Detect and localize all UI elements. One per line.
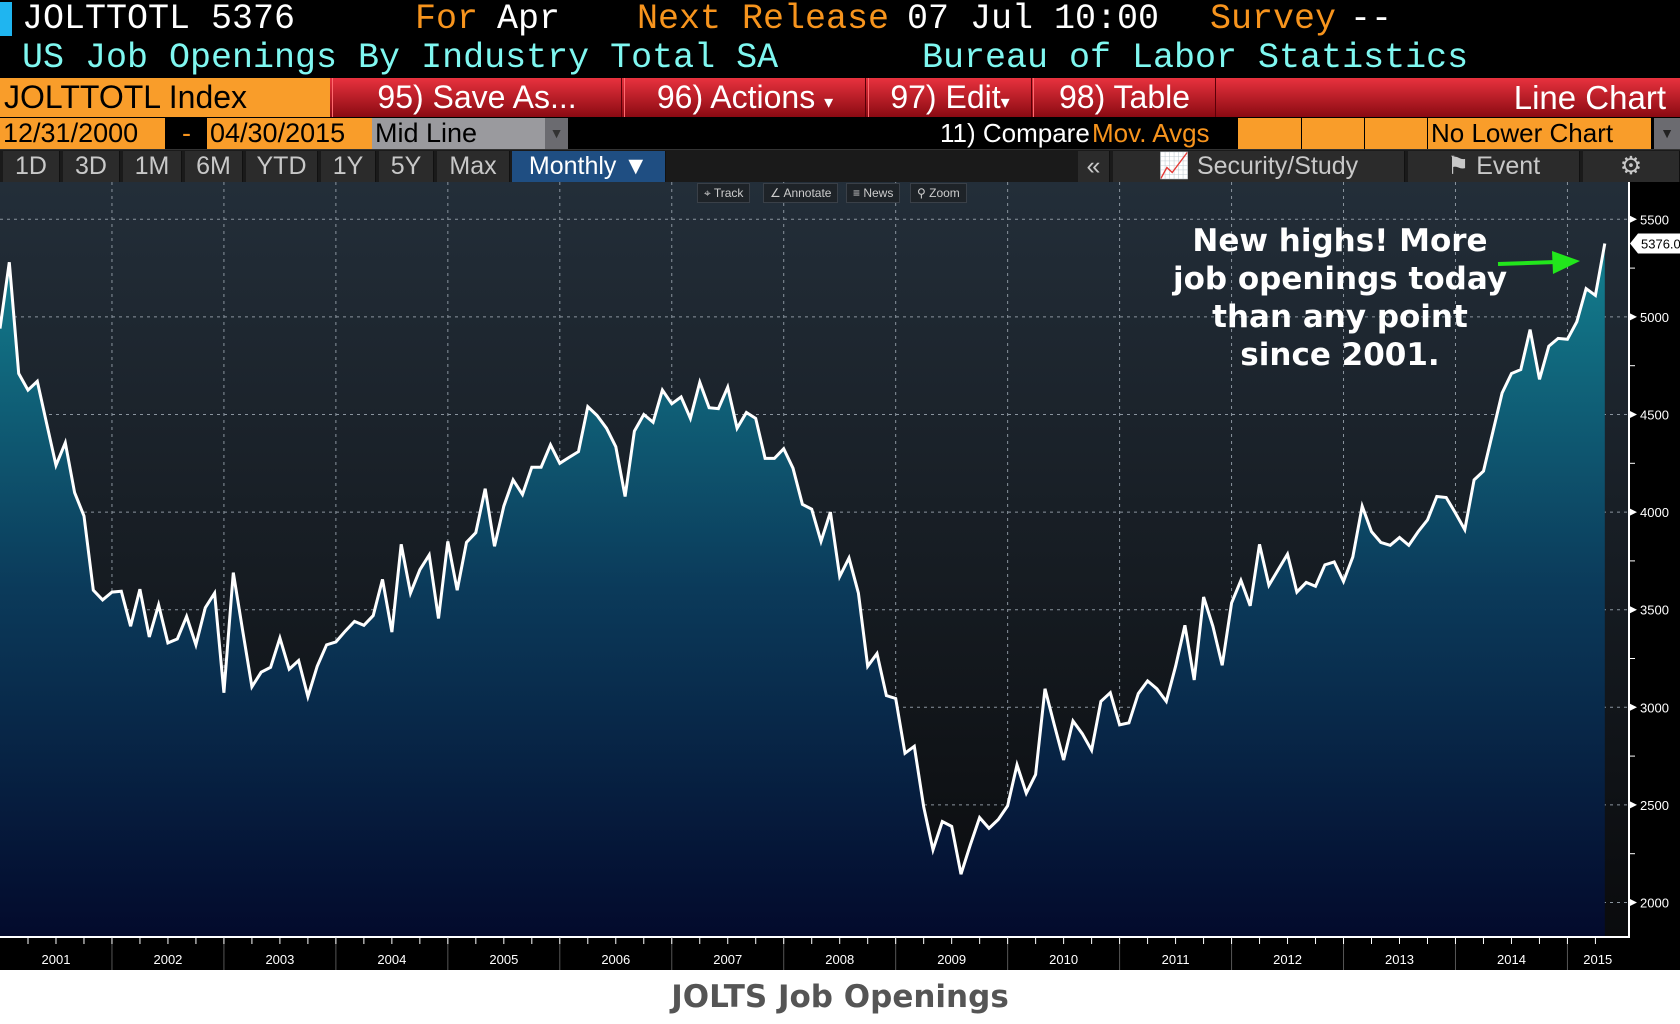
annotation-line: than any point [1170, 298, 1510, 336]
for-label: For [415, 0, 478, 38]
period-bar: 1D 3D 1M 6M YTD 1Y 5Y Max Monthly ▼ « 📈 … [0, 149, 1680, 182]
start-date-input[interactable]: 12/31/2000 [0, 118, 165, 149]
line-mode-select[interactable]: Mid Line [372, 118, 545, 149]
next-release-value: 07 Jul 10:00 [907, 0, 1159, 38]
x-tick-label: 2014 [1497, 952, 1526, 967]
x-tick-label: 2012 [1273, 952, 1302, 967]
flag-icon: ⚑ [1447, 152, 1469, 180]
security-description: US Job Openings By Industry Total SA [22, 38, 778, 78]
y-tick-label: 4500 [1640, 408, 1669, 423]
y-tick-label: 3500 [1640, 603, 1669, 618]
y-tick-label: 2500 [1640, 798, 1669, 813]
study-slot-2[interactable] [1302, 118, 1364, 149]
settings-button[interactable]: ⚙ [1583, 151, 1680, 182]
period-3d[interactable]: 3D [63, 151, 120, 182]
chevron-down-icon: ▾ [824, 92, 833, 112]
survey-value: -- [1350, 0, 1392, 38]
cursor-marker [0, 2, 12, 36]
lower-chart-dropdown-icon[interactable]: ▼ [1654, 118, 1680, 149]
chart-annotation: New highs! More job openings today than … [1170, 222, 1510, 374]
mov-avgs-button[interactable]: Mov. Avgs [1092, 118, 1210, 149]
x-tick-label: 2007 [713, 952, 742, 967]
news-tool[interactable]: ≡ News [846, 183, 900, 203]
zoom-tool[interactable]: ⚲ Zoom [910, 183, 967, 203]
x-tick-label: 2001 [42, 952, 71, 967]
y-tick-label: 3000 [1640, 700, 1669, 715]
date-range-bar: 12/31/2000 - 04/30/2015 Mid Line ▼ 11) C… [0, 117, 1680, 149]
security-study-label: Security/Study [1197, 152, 1358, 180]
y-tick-label: 5000 [1640, 310, 1669, 325]
annotation-line: job openings today [1170, 260, 1510, 298]
actions-label: 96) Actions [657, 79, 815, 115]
x-tick-label: 2011 [1162, 952, 1190, 967]
event-button[interactable]: ⚑ Event [1408, 151, 1580, 182]
period-1d[interactable]: 1D [3, 151, 60, 182]
period-1m[interactable]: 1M [123, 151, 182, 182]
x-tick-label: 2006 [601, 952, 630, 967]
edit-label: 97) Edit [890, 79, 1000, 115]
date-separator: - [182, 118, 191, 149]
security-study-button[interactable]: 📈 Security/Study [1113, 151, 1405, 182]
last-value-label: 5376.0 [1641, 237, 1680, 252]
end-date-input[interactable]: 04/30/2015 [207, 118, 372, 149]
period-1y[interactable]: 1Y [321, 151, 376, 182]
x-tick-label: 2013 [1385, 952, 1414, 967]
next-release-label: Next Release [637, 0, 889, 38]
chart-study-icon: 📈 [1159, 152, 1190, 180]
for-value: Apr [497, 0, 560, 38]
edit-button[interactable]: 97) Edit▾ [868, 78, 1032, 117]
line-mode-dropdown-icon[interactable]: ▼ [545, 118, 568, 149]
annotation-line: New highs! More [1170, 222, 1510, 260]
frequency-select[interactable]: Monthly ▼ [512, 151, 666, 182]
study-slot-3[interactable] [1365, 118, 1427, 149]
security-field[interactable]: JOLTTOTL Index [0, 78, 330, 117]
x-tick-label: 2002 [153, 952, 182, 967]
annotate-tool[interactable]: ∠ Annotate [763, 183, 838, 203]
period-6m[interactable]: 6M [185, 151, 243, 182]
y-tick-label: 5500 [1640, 212, 1669, 227]
save-as-button[interactable]: 95) Save As... [332, 78, 622, 117]
survey-label: Survey [1210, 0, 1336, 38]
compare-button[interactable]: 11) Compare [940, 118, 1090, 149]
y-axis-panel [1628, 182, 1680, 970]
collapse-button[interactable]: « [1078, 151, 1110, 182]
chevron-down-icon: ▾ [1001, 92, 1010, 112]
ticker-value: JOLTTOTL 5376 [22, 0, 295, 38]
annotate-label: Annotate [783, 186, 831, 200]
zoom-label: Zoom [929, 186, 960, 200]
period-5y[interactable]: 5Y [379, 151, 434, 182]
chart-caption: JOLTS Job Openings [0, 970, 1680, 1020]
x-tick-label: 2005 [489, 952, 518, 967]
track-label: Track [714, 186, 744, 200]
table-button[interactable]: 98) Table [1033, 78, 1216, 117]
actions-button[interactable]: 96) Actions ▾ [624, 78, 866, 117]
gear-icon: ⚙ [1620, 152, 1642, 180]
news-label: News [863, 186, 893, 200]
x-tick-label: 2003 [265, 952, 294, 967]
study-slot-1[interactable] [1238, 118, 1301, 149]
x-tick-label: 2010 [1049, 952, 1078, 967]
x-tick-label: 2008 [825, 952, 854, 967]
track-tool[interactable]: ⌖ Track [697, 183, 750, 203]
event-label: Event [1476, 152, 1540, 180]
annotation-line: since 2001. [1170, 336, 1510, 374]
y-tick-label: 4000 [1640, 505, 1669, 520]
x-tick-label: 2015 [1583, 952, 1612, 967]
data-source: Bureau of Labor Statistics [922, 38, 1468, 78]
x-tick-label: 2009 [937, 952, 966, 967]
period-max[interactable]: Max [437, 151, 510, 182]
chart-type-label[interactable]: Line Chart [1218, 78, 1666, 117]
lower-chart-select[interactable]: No Lower Chart [1428, 118, 1651, 149]
function-toolbar: JOLTTOTL Index 95) Save As... 96) Action… [0, 78, 1680, 117]
period-ytd[interactable]: YTD [246, 151, 318, 182]
x-tick-label: 2004 [377, 952, 406, 967]
security-header: JOLTTOTL 5376 For Apr Next Release 07 Ju… [0, 0, 1680, 78]
y-tick-label: 2000 [1640, 896, 1669, 911]
